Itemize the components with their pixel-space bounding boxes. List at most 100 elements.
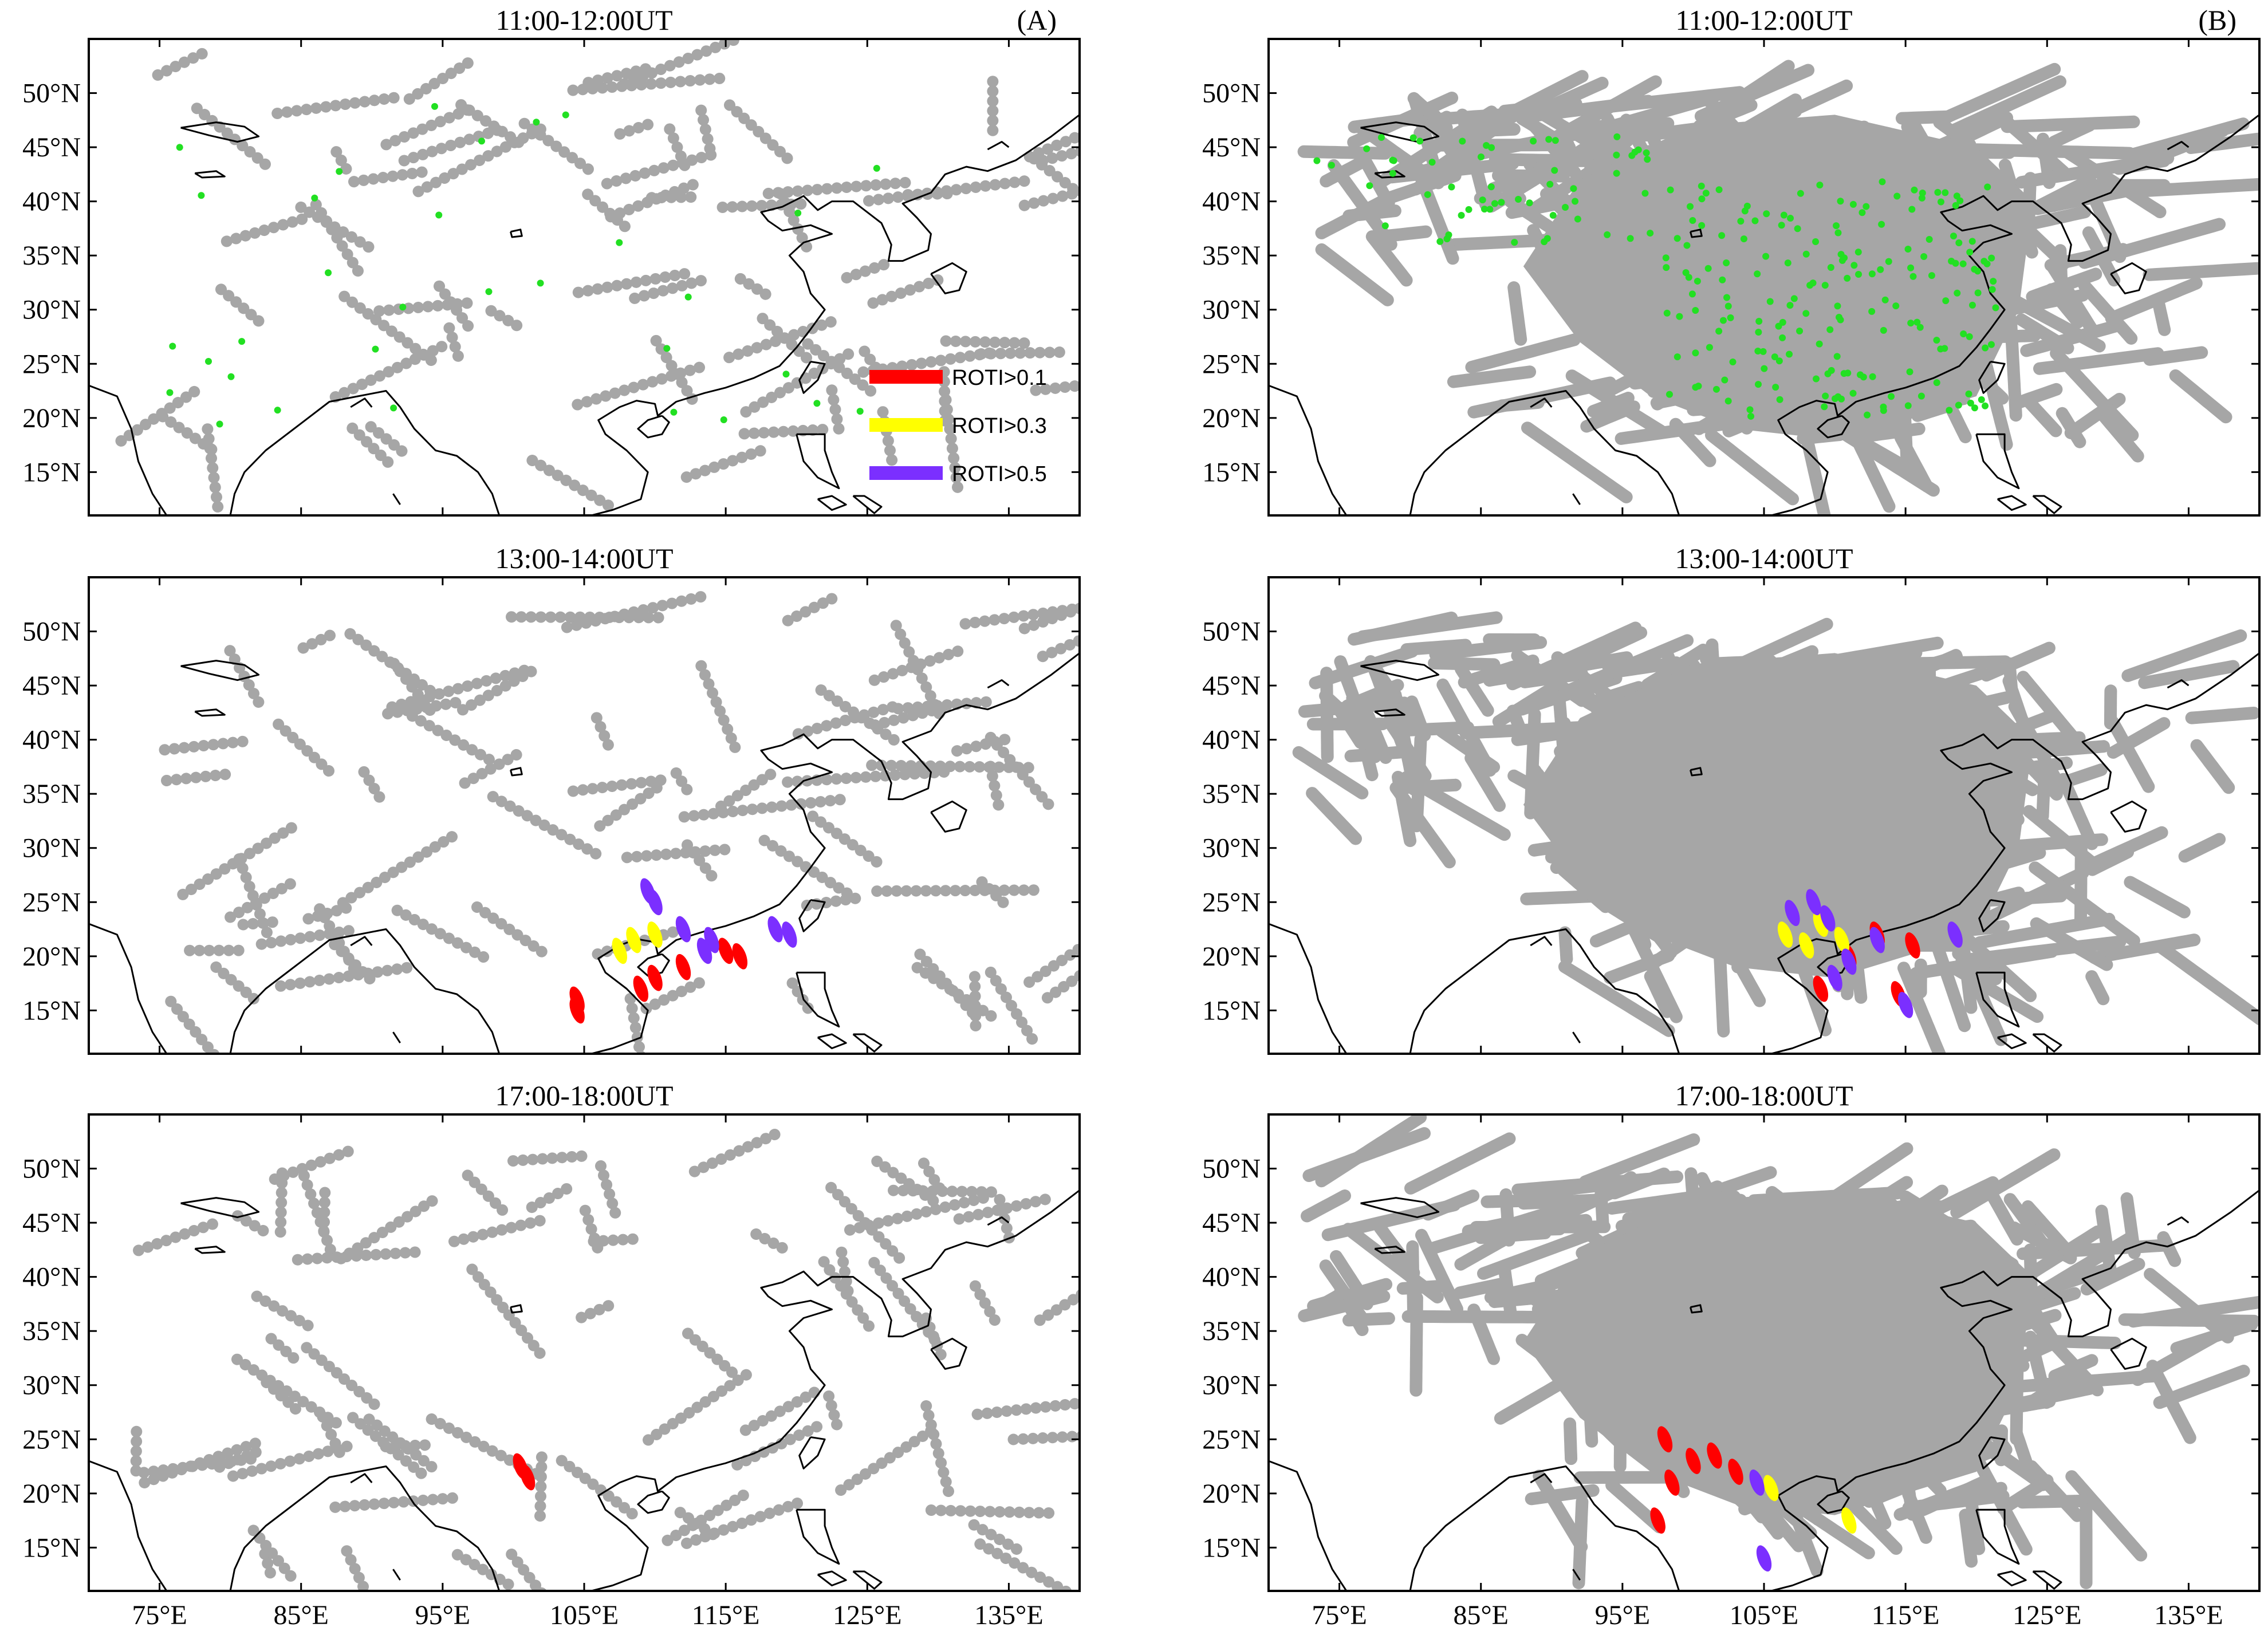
gnss-station <box>1934 188 1942 196</box>
satellite-track <box>734 273 775 302</box>
x-tick-label: 85°E <box>273 1600 329 1630</box>
satellite-track <box>412 121 550 198</box>
gnss-station <box>1824 370 1832 377</box>
satellite-track <box>802 338 883 402</box>
roti-point <box>647 889 663 916</box>
roti-point <box>1664 1470 1680 1496</box>
gnss-station <box>1780 211 1787 219</box>
satellite-track <box>341 1545 372 1591</box>
gnss-station <box>1787 215 1794 222</box>
gnss-station <box>1863 203 1870 210</box>
satellite-track <box>2169 369 2232 424</box>
y-tick-label: 50°N <box>1202 1154 1261 1184</box>
coastline <box>89 923 168 1054</box>
satellite-track <box>1404 1132 1516 1195</box>
y-tick-label: 25°N <box>1202 887 1261 917</box>
satellite-track <box>1798 421 1831 515</box>
satellite-track <box>621 844 733 864</box>
coastline <box>1572 493 1581 505</box>
satellite-track <box>133 1215 227 1256</box>
satellite-track <box>1018 602 1080 635</box>
gnss-station <box>1477 153 1485 161</box>
gnss-station <box>1723 294 1731 301</box>
gnss-station <box>1487 183 1495 191</box>
satellite-track <box>2157 1231 2182 1267</box>
satellite-track <box>2065 1470 2148 1562</box>
gnss-station <box>1806 282 1814 289</box>
gnss-station <box>1530 137 1537 145</box>
roti-point <box>1841 948 1857 975</box>
satellite-track <box>2030 917 2113 971</box>
y-tick-label: 30°N <box>1202 295 1261 325</box>
gnss-station <box>1328 161 1335 169</box>
coastline <box>350 1473 373 1484</box>
coastline <box>229 1465 501 1591</box>
gnss-station <box>1992 304 1999 312</box>
coastline <box>1735 652 2259 1054</box>
panel-title: 17:00-18:00UT <box>1675 1080 1853 1112</box>
gnss-station <box>1816 340 1823 348</box>
gnss-station <box>1837 198 1844 205</box>
satellite-track <box>2106 717 2171 759</box>
coastline <box>1374 170 1405 179</box>
gnss-station <box>1727 314 1734 321</box>
satellite-track <box>138 1452 262 1479</box>
satellite-track <box>1405 695 1431 742</box>
satellite-track <box>674 1507 722 1543</box>
roti-point <box>1820 905 1836 932</box>
satellite-track <box>825 1181 909 1268</box>
satellite-track <box>1415 1228 1463 1315</box>
satellite-track <box>2057 773 2098 850</box>
satellite-track <box>152 44 215 81</box>
gnss-station <box>1942 297 1950 305</box>
gnss-station <box>1486 206 1494 213</box>
roti-point <box>1897 992 1913 1018</box>
satellite-track <box>1453 1278 1506 1299</box>
gnss-station <box>1796 327 1804 334</box>
satellite-track <box>1429 636 1548 661</box>
gnss-station <box>1674 353 1681 361</box>
satellite-track <box>485 305 526 333</box>
gnss-station <box>1971 404 1978 412</box>
gnss-station <box>325 269 332 277</box>
gnss-station <box>435 211 443 219</box>
gnss-station <box>1740 235 1747 243</box>
roti-layer <box>1777 889 1963 1018</box>
coastline <box>1360 121 1440 143</box>
satellite-track <box>259 1548 278 1586</box>
coastline <box>510 229 523 238</box>
gnss-station <box>1822 392 1829 400</box>
gnss-station <box>1694 277 1701 285</box>
satellite-track <box>867 274 946 309</box>
satellite-track <box>443 322 465 365</box>
gnss-station <box>1960 330 1967 338</box>
satellite-track <box>629 274 708 304</box>
coastline <box>1409 928 1680 1054</box>
coastline <box>817 495 847 511</box>
y-tick-label: 40°N <box>1202 725 1261 755</box>
roti-point <box>696 937 712 964</box>
satellite-track <box>406 710 497 766</box>
x-tick-label: 115°E <box>1872 1600 1940 1630</box>
satellite-track <box>466 1263 547 1360</box>
satellite-track <box>762 176 914 199</box>
map-area <box>89 589 1080 1054</box>
gnss-station <box>198 192 205 199</box>
track-layer <box>159 589 1080 1054</box>
satellite-track <box>1447 365 1537 388</box>
gnss-station <box>1955 401 1962 409</box>
satellite-track <box>758 834 868 909</box>
gnss-station <box>533 119 540 126</box>
gnss-station <box>1974 267 1982 275</box>
satellite-track <box>953 1193 1053 1225</box>
gnss-station <box>1918 194 1926 202</box>
gnss-station <box>1776 396 1783 403</box>
satellite-track <box>1037 634 1080 663</box>
satellite-track <box>786 977 817 1019</box>
gnss-station <box>399 304 407 311</box>
satellite-track <box>1897 962 1947 1054</box>
satellite-track <box>2010 1369 2162 1393</box>
gnss-station <box>1459 137 1466 145</box>
satellite-track <box>1320 153 1372 188</box>
satellite-track <box>863 175 1034 207</box>
